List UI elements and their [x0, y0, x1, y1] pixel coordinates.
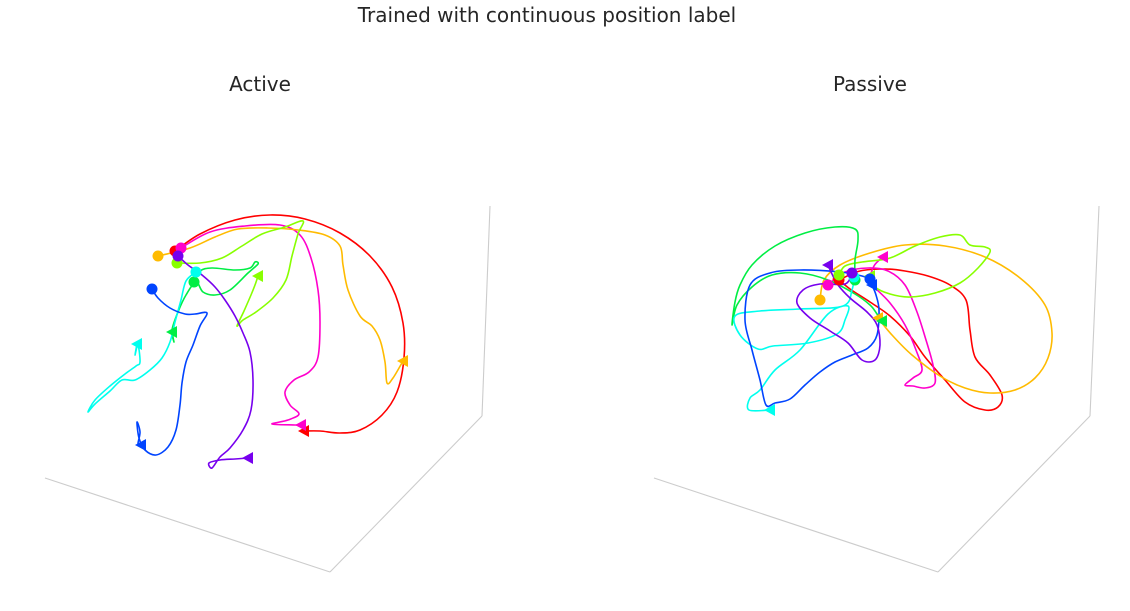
trajectory-end-marker-7 [866, 279, 877, 291]
trajectory-end-marker-5 [166, 326, 177, 338]
trajectory-line-4 [838, 233, 992, 298]
trajectory-line-7 [136, 288, 208, 456]
trajectory-end-marker-6 [764, 404, 775, 416]
axis-edge-floor-left [653, 477, 939, 573]
axis-edge-vertical [481, 205, 491, 417]
trajectory-line-1 [174, 214, 406, 434]
trajectories-passive [731, 225, 1053, 416]
trajectory-end-marker-3 [397, 355, 408, 367]
trajectory-end-marker-2 [877, 251, 888, 263]
panel-title-passive: Passive [833, 72, 907, 96]
trajectory-line-2 [827, 256, 937, 389]
panel-title-active: Active [229, 72, 291, 96]
trajectory-line-3 [819, 243, 1053, 394]
trajectory-start-marker-8 [846, 267, 858, 279]
trajectories-active [87, 214, 408, 469]
trajectory-line-6 [733, 276, 855, 412]
axis-edge-floor-left [44, 477, 331, 573]
axis-edge-floor-right [329, 415, 483, 573]
trajectory-end-marker-1 [298, 425, 309, 437]
trajectory-end-marker-6 [131, 338, 142, 350]
trajectory-line-1 [837, 268, 1004, 412]
trajectory-end-marker-8 [242, 452, 253, 464]
trajectory-line-8 [177, 255, 254, 469]
trajectory-end-marker-4 [252, 270, 263, 282]
trajectory-start-marker-6 [190, 266, 202, 278]
trajectory-start-marker-3 [152, 250, 164, 262]
panel-passive: Passive [653, 72, 1100, 573]
trajectory-start-marker-4 [833, 269, 845, 281]
panel-active: Active [44, 72, 491, 573]
trajectory-line-4 [176, 220, 305, 328]
trajectory-end-marker-7 [135, 439, 146, 451]
trajectory-start-marker-5 [188, 276, 200, 288]
trajectory-start-marker-2 [822, 279, 834, 291]
trajectory-line-3 [157, 227, 404, 385]
axis-edge-floor-right [937, 415, 1091, 573]
trajectory-end-marker-2 [295, 419, 306, 431]
axis-edge-vertical [1089, 205, 1100, 417]
trajectory-line-8 [795, 264, 881, 363]
trajectory-start-marker-3 [814, 294, 826, 306]
trajectory-end-marker-5 [876, 315, 887, 327]
trajectory-start-marker-7 [146, 283, 158, 295]
trajectory-start-marker-8 [172, 250, 184, 262]
trajectory-line-6 [87, 271, 197, 413]
trajectory-line-5 [171, 260, 260, 343]
trajectory-line-7 [744, 269, 880, 408]
trajectory-line-5 [731, 225, 883, 326]
trajectory-end-marker-8 [822, 259, 833, 271]
trajectory-line-2 [180, 223, 321, 426]
figure-title: Trained with continuous position label [357, 3, 736, 27]
